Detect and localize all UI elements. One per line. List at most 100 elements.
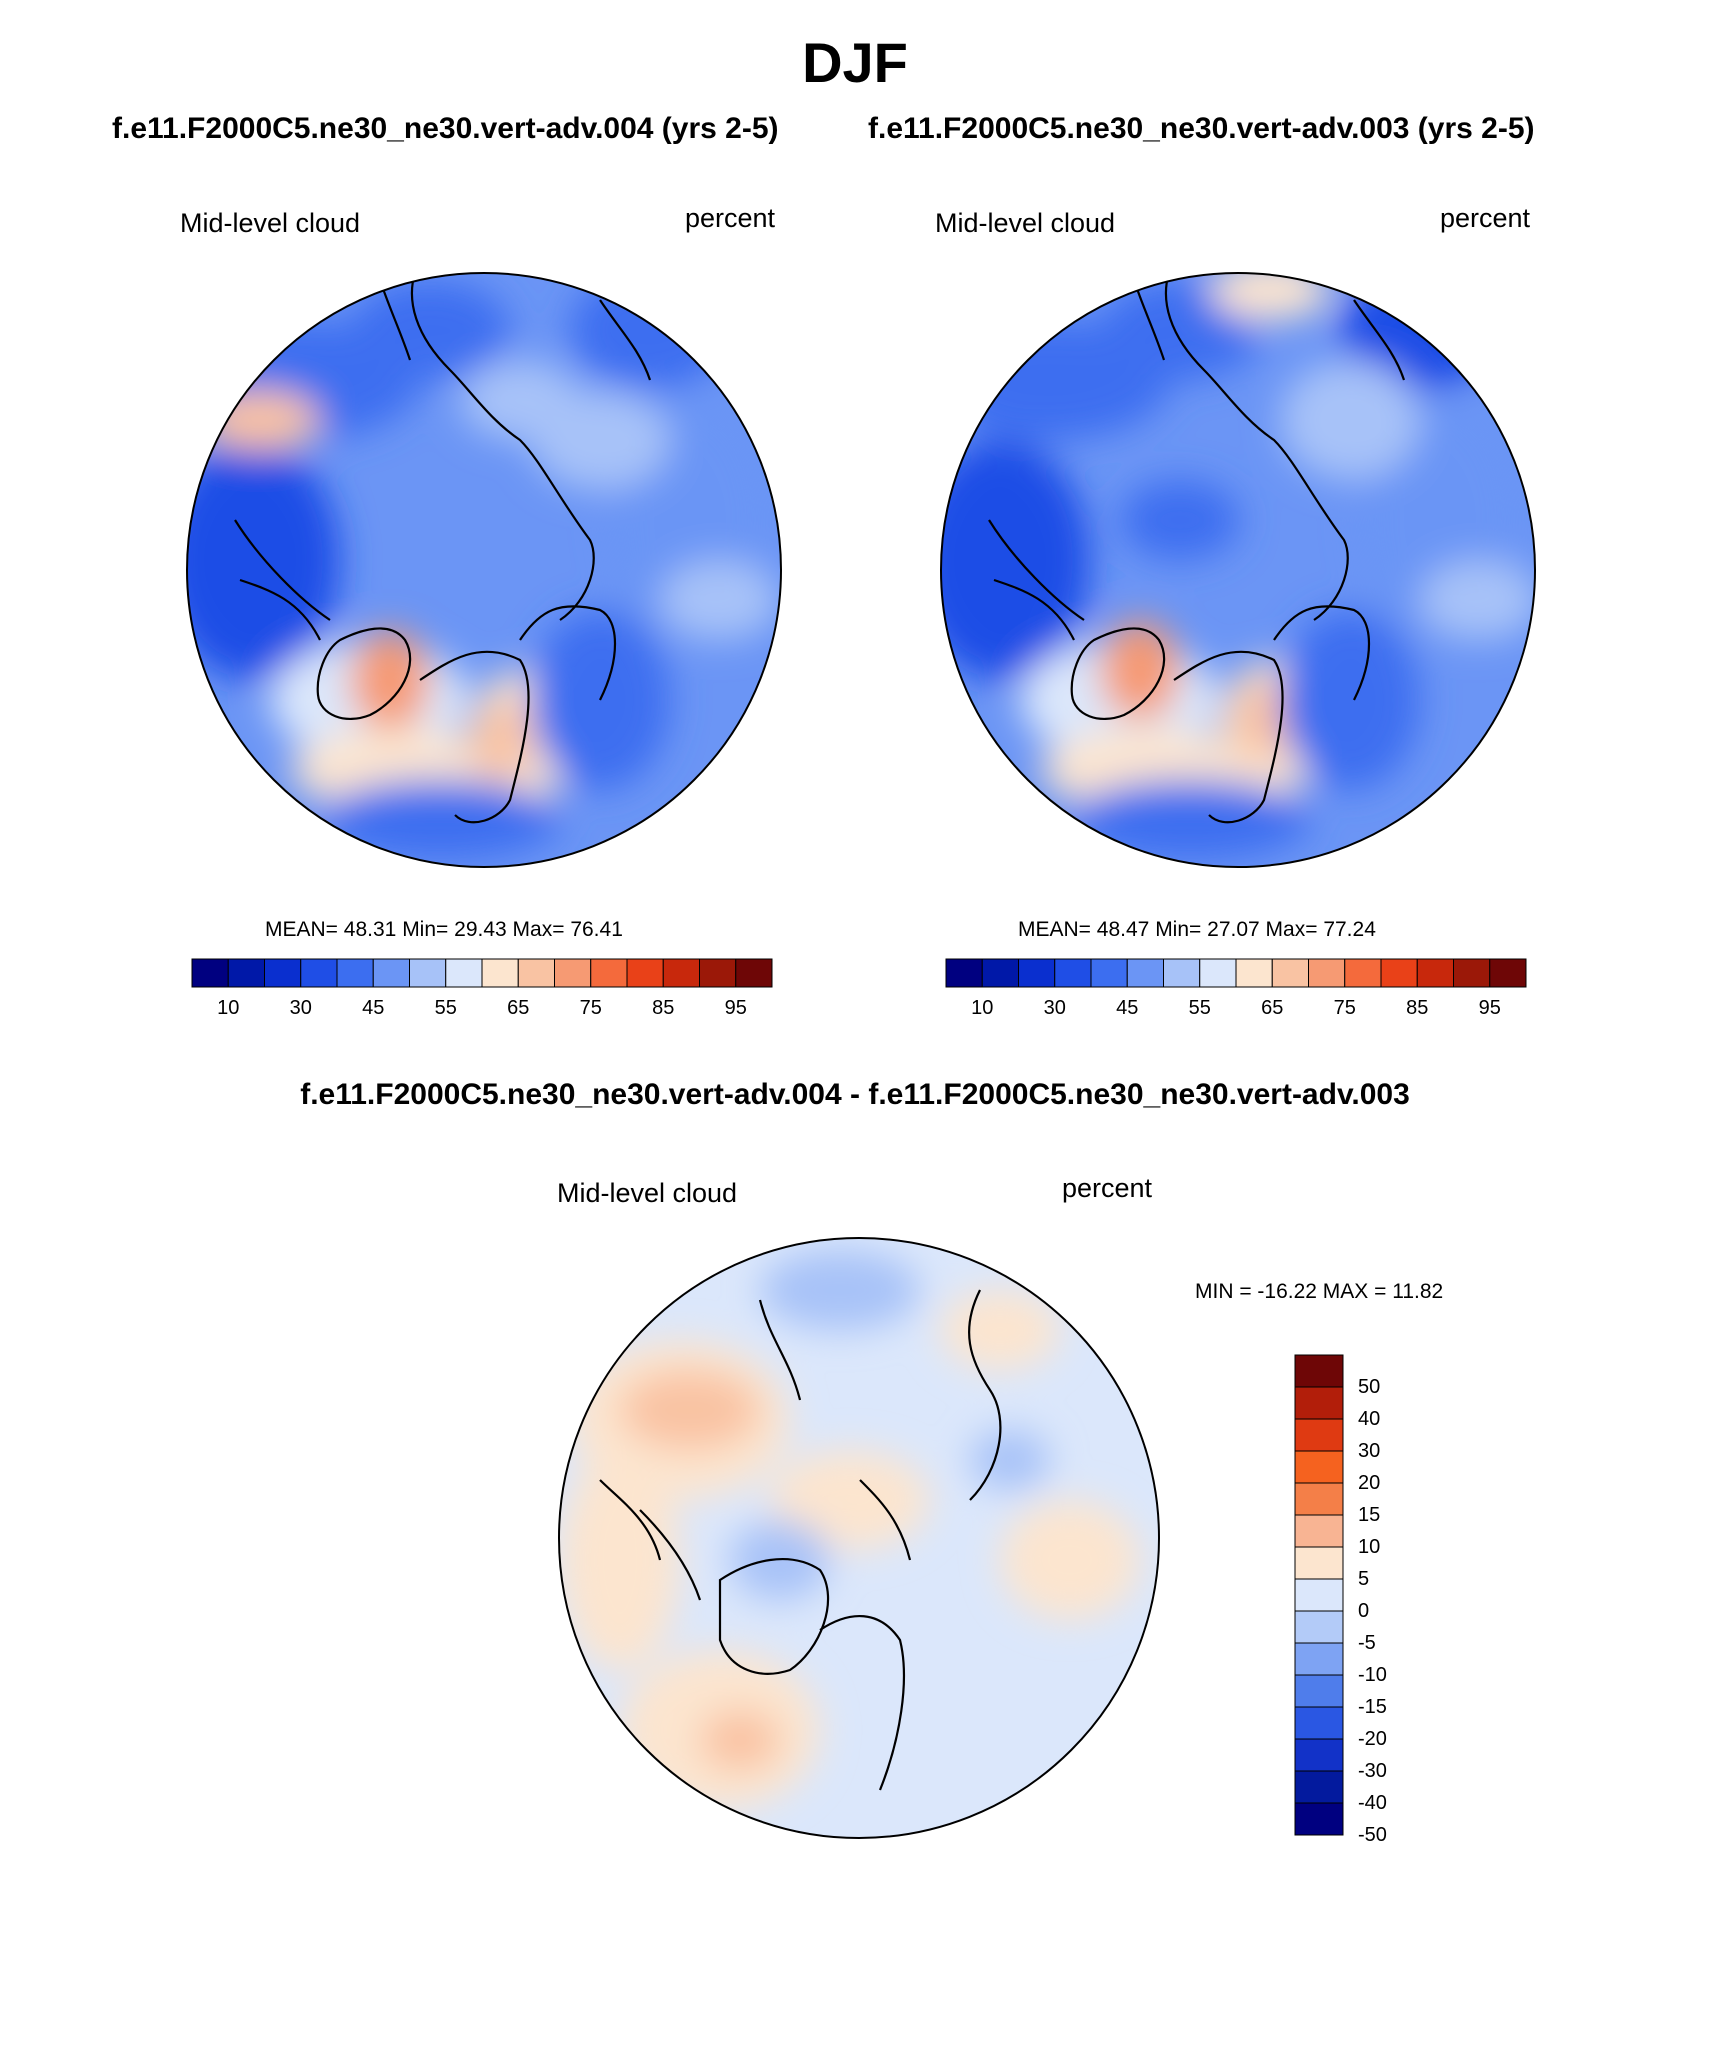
- difference-colorbar-label: 10: [1358, 1536, 1381, 1558]
- map-panel-2: [940, 272, 1536, 868]
- colorbar-swatch: [1235, 958, 1273, 988]
- colorbar-tick-label: 65: [1261, 997, 1284, 1019]
- difference-colorbar-swatch: [1294, 1514, 1344, 1548]
- colorbar-swatch: [662, 958, 700, 988]
- difference-colorbar-label: -30: [1358, 1760, 1387, 1782]
- difference-colorbar-label: -15: [1358, 1696, 1387, 1718]
- colorbar-swatch: [1308, 958, 1346, 988]
- colorbar-tick-label: 75: [1333, 997, 1356, 1019]
- colorbar-swatch: [336, 958, 374, 988]
- colorbar-swatch: [300, 958, 338, 988]
- colorbar-swatch: [264, 958, 302, 988]
- colorbar-swatch: [590, 958, 628, 988]
- colorbar-swatch: [372, 958, 410, 988]
- colorbar-swatch: [1344, 958, 1382, 988]
- panel2-min-label: Min=: [1155, 918, 1202, 941]
- colorbar-swatch: [626, 958, 664, 988]
- difference-colorbar-label: 30: [1358, 1440, 1381, 1462]
- colorbar-swatch: [945, 958, 983, 988]
- difference-colorbar-label: -5: [1358, 1632, 1376, 1654]
- colorbar-swatch: [1416, 958, 1454, 988]
- colorbar-tick-label: 30: [1043, 997, 1066, 1019]
- difference-colorbar-label: 20: [1358, 1472, 1381, 1494]
- difference-colorbar-swatch: [1294, 1578, 1344, 1612]
- difference-colorbar-swatch: [1294, 1770, 1344, 1804]
- panel1-stats: MEAN= 48.31 Min= 29.43 Max= 76.41: [265, 918, 623, 942]
- colorbar-tick-label: 55: [434, 997, 457, 1019]
- panel1-min-value: 29.43: [454, 918, 507, 941]
- colorbar-tick-label: 45: [1116, 997, 1139, 1019]
- colorbar-tick-label: 95: [724, 997, 747, 1019]
- colorbar-swatch: [1271, 958, 1309, 988]
- colorbar-panel-2: [945, 958, 1527, 988]
- colorbar-difference: [1294, 1354, 1344, 1836]
- panel1-mean-value: 48.31: [343, 918, 397, 941]
- difference-colorbar-swatch: [1294, 1674, 1344, 1708]
- panel1-min-label: Min=: [402, 918, 449, 941]
- difference-colorbar-label: -20: [1358, 1728, 1387, 1750]
- colorbar-tick-label: 10: [217, 997, 240, 1019]
- colorbar-tick-label: 85: [1406, 997, 1429, 1019]
- difference-units-label: percent: [1062, 1173, 1153, 1203]
- panel2-mean-label: MEAN=: [1018, 918, 1091, 941]
- difference-colorbar-swatch: [1294, 1386, 1344, 1420]
- difference-minmax: MIN = -16.22 MAX = 11.82: [1195, 1280, 1444, 1303]
- difference-colorbar-swatch: [1294, 1450, 1344, 1484]
- panel1-case-title: f.e11.F2000C5.ne30_ne30.vert-adv.004 (yr…: [112, 112, 779, 145]
- colorbar-swatch: [981, 958, 1019, 988]
- colorbar-tick-label: 65: [507, 997, 530, 1019]
- colorbar-swatch: [517, 958, 555, 988]
- colorbar-swatch: [554, 958, 592, 988]
- panel1-mean-label: MEAN=: [265, 918, 338, 941]
- colorbar-tick-label: 75: [579, 997, 602, 1019]
- difference-colorbar-swatch: [1294, 1610, 1344, 1644]
- panel2-min-value: 27.07: [1207, 918, 1260, 941]
- difference-colorbar-label: 50: [1358, 1376, 1381, 1398]
- difference-colorbar-label: 5: [1358, 1568, 1370, 1590]
- colorbar-swatch: [1453, 958, 1491, 988]
- colorbar-tick-label: 45: [362, 997, 385, 1019]
- difference-colorbar-swatch: [1294, 1642, 1344, 1676]
- colorbar-swatch: [735, 958, 773, 988]
- map-difference: [558, 1237, 1160, 1839]
- colorbar-swatch: [1199, 958, 1237, 988]
- colorbar-swatch: [1126, 958, 1164, 988]
- colorbar-swatch: [445, 958, 483, 988]
- difference-colorbar-label: -10: [1358, 1664, 1387, 1686]
- difference-colorbar-swatch: [1294, 1802, 1344, 1836]
- difference-colorbar-label: 40: [1358, 1408, 1381, 1430]
- panel1-max-label: Max=: [512, 918, 565, 941]
- colorbar-tick-label: 30: [289, 997, 312, 1019]
- difference-colorbar-label: -50: [1358, 1824, 1387, 1846]
- difference-colorbar-label: -40: [1358, 1792, 1387, 1814]
- panel1-units-label: percent: [685, 203, 776, 233]
- colorbar-swatch: [1090, 958, 1128, 988]
- colorbar-swatch: [409, 958, 447, 988]
- colorbar-tick-label: 95: [1478, 997, 1501, 1019]
- difference-variable-label: Mid-level cloud: [557, 1178, 738, 1208]
- panel2-units-label: percent: [1440, 203, 1531, 233]
- colorbar-tick-label: 55: [1188, 997, 1211, 1019]
- colorbar-swatch: [1489, 958, 1527, 988]
- panel2-variable-label: Mid-level cloud: [935, 208, 1116, 238]
- colorbar-swatch: [1018, 958, 1056, 988]
- colorbar-swatch: [227, 958, 265, 988]
- panel1-variable-label: Mid-level cloud: [180, 208, 361, 238]
- difference-colorbar-swatch: [1294, 1354, 1344, 1388]
- panel2-mean-value: 48.47: [1096, 918, 1150, 941]
- panel1-max-value: 76.41: [570, 918, 623, 941]
- colorbar-swatch: [699, 958, 737, 988]
- difference-title: f.e11.F2000C5.ne30_ne30.vert-adv.004 - f…: [300, 1078, 1410, 1111]
- difference-colorbar-swatch: [1294, 1738, 1344, 1772]
- colorbar-swatch: [1380, 958, 1418, 988]
- colorbar-panel-1: [191, 958, 773, 988]
- difference-colorbar-swatch: [1294, 1418, 1344, 1452]
- panel2-case-title: f.e11.F2000C5.ne30_ne30.vert-adv.003 (yr…: [868, 112, 1535, 145]
- difference-colorbar-label: 15: [1358, 1504, 1381, 1526]
- difference-colorbar-swatch: [1294, 1546, 1344, 1580]
- colorbar-tick-label: 10: [971, 997, 994, 1019]
- map-panel-1: [186, 272, 782, 868]
- panel2-max-value: 77.24: [1323, 918, 1376, 941]
- panel2-max-label: Max=: [1265, 918, 1318, 941]
